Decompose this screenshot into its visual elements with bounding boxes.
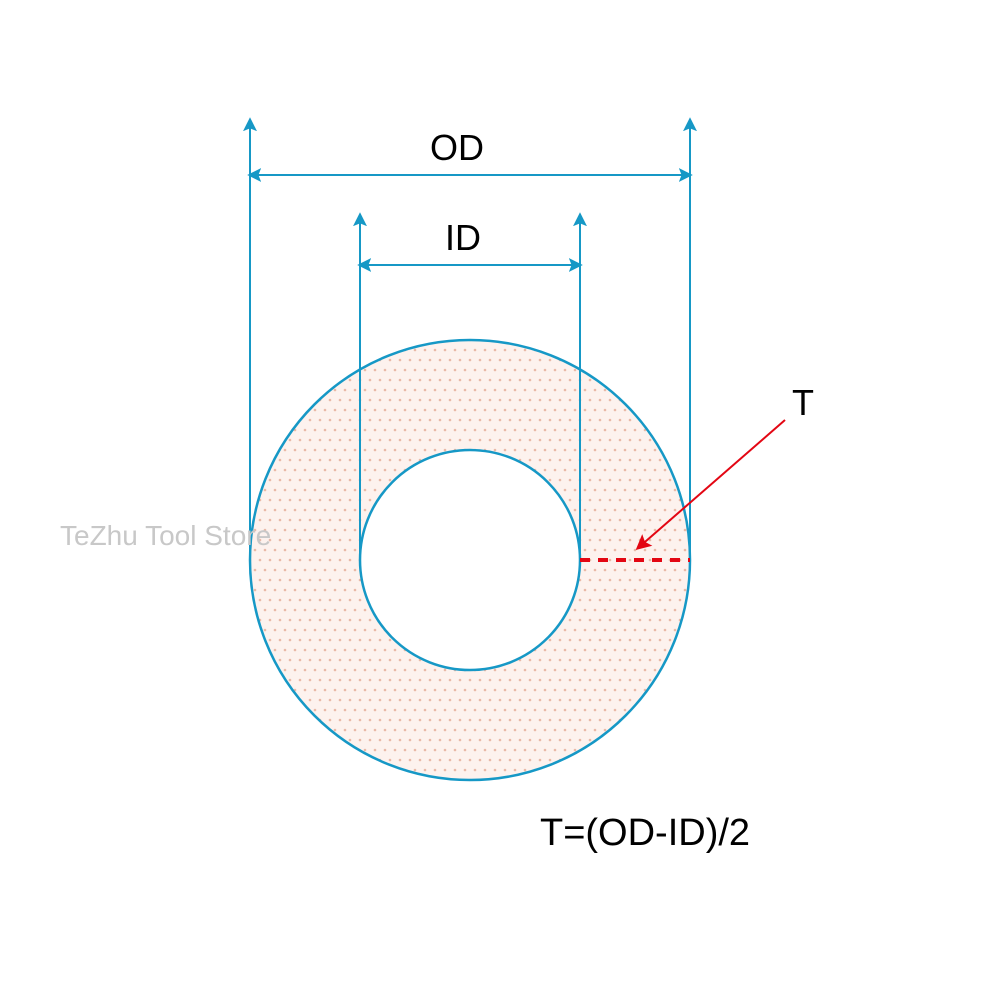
watermark-text: TeZhu Tool Store bbox=[60, 520, 271, 551]
formula-text: T=(OD-ID)/2 bbox=[540, 812, 750, 854]
inner-circle bbox=[360, 450, 580, 670]
od-label: OD bbox=[430, 127, 484, 168]
id-label: ID bbox=[445, 217, 481, 258]
thickness-label: T bbox=[792, 382, 814, 423]
